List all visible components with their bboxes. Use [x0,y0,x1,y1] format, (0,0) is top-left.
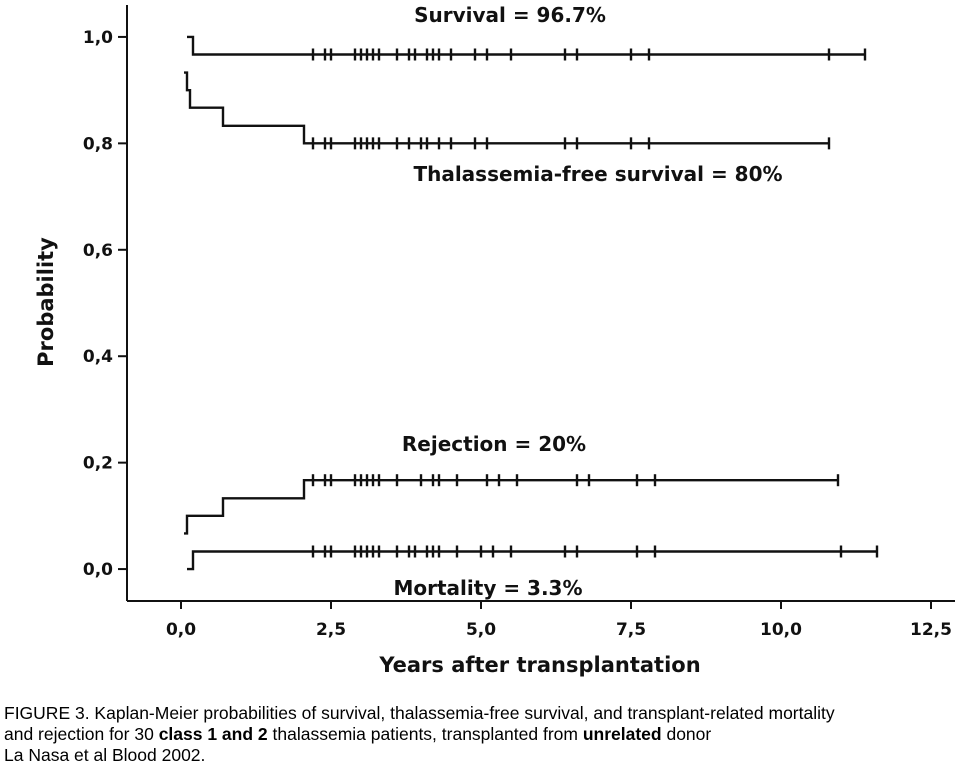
caption-bold-text: unrelated [582,724,662,744]
rejection-curve [184,479,838,535]
x-tick-label: 10,0 [760,620,802,640]
curves [184,35,879,571]
y-axis-title: Probability [34,237,58,367]
y-tick-label: 0,6 [83,241,113,261]
x-axis-title: Years after transplantation [378,653,700,677]
curve-labels: Survival = 96.7% Thalassemia-free surviv… [393,3,782,600]
mortality-curve [187,550,877,571]
x-tick-label: 2,5 [316,620,346,640]
x-tick-label: 5,0 [466,620,496,640]
rejection-curve-label: Rejection = 20% [402,432,586,456]
caption-bold-text: class 1 and 2 [158,724,268,744]
caption-text: and rejection for 30 [4,724,159,744]
survival-curve [187,35,865,56]
y-tick-label: 0,8 [83,134,113,154]
survival-curve-label: Survival = 96.7% [414,3,606,27]
caption-line-3: La Nasa et al Blood 2002. [4,745,206,765]
axes: 0,0 0,2 0,4 0,6 0,8 1,0 0,0 2,5 5,0 7,5 10,0 12,5 [83,5,955,640]
y-tick-label: 1,0 [83,28,113,48]
caption-line-1: FIGURE 3. Kaplan-Meier probabilities of … [4,703,835,723]
y-tick-label: 0,0 [83,560,113,580]
figure-caption: FIGURE 3. Kaplan-Meier probabilities of … [4,703,956,766]
x-tick-label: 12,5 [910,620,952,640]
thalassemia-free-curve-label: Thalassemia-free survival = 80% [413,162,782,186]
y-tick-label: 0,2 [83,454,113,474]
caption-text: thalassemia patients, transplanted from [267,724,583,744]
kaplan-meier-chart: 0,0 0,2 0,4 0,6 0,8 1,0 0,0 2,5 5,0 7,5 10,0 12,5 S… [34,3,955,677]
caption-text: donor [661,724,712,744]
thalassemia-free-curve [184,71,829,145]
y-tick-label: 0,4 [83,347,113,367]
mortality-curve-label: Mortality = 3.3% [393,576,582,600]
caption-line-2: and rejection for 30 class 1 and 2 thala… [4,724,956,745]
x-tick-label: 7,5 [616,620,646,640]
x-tick-label: 0,0 [166,620,196,640]
